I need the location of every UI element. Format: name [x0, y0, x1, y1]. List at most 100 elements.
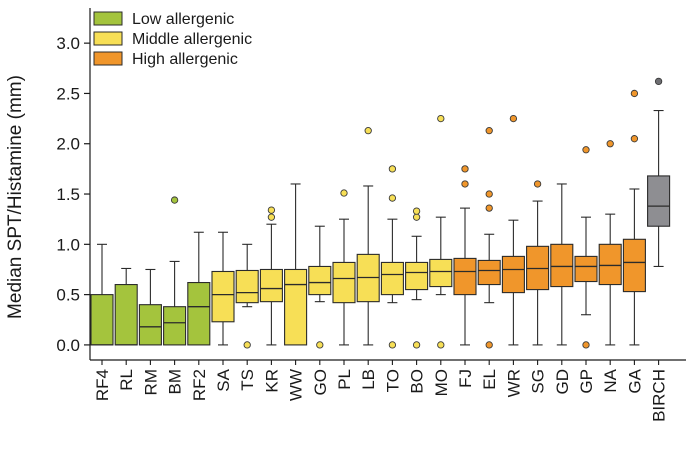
category-label: GP — [577, 369, 596, 394]
category-label: RF2 — [190, 369, 209, 401]
box-body — [574, 255, 598, 283]
box-body — [647, 175, 671, 227]
box-wr — [501, 114, 525, 346]
outlier-point — [170, 196, 179, 204]
box-body — [138, 304, 162, 346]
outlier-point — [316, 341, 324, 349]
box-el — [477, 127, 501, 349]
category-label: EL — [480, 369, 499, 390]
y-axis-title: Median SPT/Histamine (mm) — [5, 75, 26, 319]
outlier-point — [630, 89, 639, 98]
outlier-point — [388, 165, 397, 173]
category-label: NA — [601, 368, 620, 392]
box-body — [308, 265, 332, 296]
box-body — [622, 238, 646, 293]
box-body — [550, 243, 574, 288]
y-tick-label: 0.5 — [56, 286, 80, 305]
box-rl — [114, 267, 138, 346]
outlier-point — [437, 341, 445, 349]
outlier-point — [412, 213, 421, 221]
box-body — [598, 243, 622, 286]
box-gp — [574, 146, 598, 349]
box-sg — [526, 180, 550, 346]
category-label: FJ — [456, 369, 475, 388]
box-pl — [332, 189, 356, 346]
category-label: WR — [504, 369, 523, 397]
box-body — [405, 261, 429, 291]
outlier-point — [485, 190, 493, 198]
box-rf2 — [187, 231, 211, 346]
box-ts — [235, 243, 259, 349]
y-tick-label: 3.0 — [56, 34, 80, 53]
box-body — [453, 257, 477, 296]
box-to — [380, 165, 404, 349]
box-body — [187, 281, 211, 346]
category-label: MO — [432, 369, 451, 396]
outlier-point — [461, 180, 469, 188]
box-rm — [138, 268, 162, 346]
outlier-point — [267, 213, 276, 221]
legend-label-high: High allergenic — [132, 51, 238, 68]
category-label: BIRCH — [650, 369, 669, 422]
box-body — [90, 294, 114, 346]
box-na — [598, 140, 622, 346]
category-label: WW — [287, 369, 306, 401]
legend-label-low: Low allergenic — [132, 11, 234, 28]
category-label: SA — [214, 368, 233, 391]
box-body — [477, 259, 501, 286]
box-body — [235, 269, 259, 304]
legend-swatch-high — [93, 51, 123, 66]
legend: Low allergenic Middle allergenic High alle… — [93, 11, 252, 68]
outlier-point — [485, 127, 493, 135]
outlier-point — [412, 207, 421, 215]
category-label: PL — [335, 369, 354, 390]
y-tick-label: 0.0 — [56, 336, 80, 355]
box-fj — [453, 165, 477, 346]
box-birch — [647, 77, 671, 268]
y-tick-label: 2.0 — [56, 135, 80, 154]
outlier-point — [533, 180, 542, 188]
box-ww — [284, 183, 308, 346]
boxes-layer — [90, 77, 671, 349]
category-label: GA — [625, 368, 644, 393]
box-go — [308, 225, 332, 349]
box-gd — [550, 183, 574, 346]
outlier-point — [364, 127, 372, 135]
category-label: RL — [117, 369, 136, 391]
outlier-point — [654, 77, 663, 86]
outlier-point — [243, 341, 251, 349]
y-tick-label: 1.5 — [56, 185, 80, 204]
box-body — [259, 268, 283, 303]
outlier-point — [630, 135, 639, 143]
box-body — [332, 261, 356, 304]
y-tick-label: 2.5 — [56, 84, 80, 103]
category-label: GO — [311, 369, 330, 395]
box-ga — [622, 89, 646, 346]
category-labels-layer: RF4 RL RM BM RF2 SA TS KR WW GO PL LB TO BO MO FJ EL WR SG… — [93, 360, 669, 422]
box-body — [429, 258, 453, 288]
outlier-point — [582, 146, 590, 154]
box-body — [380, 261, 404, 296]
box-lb — [356, 127, 380, 346]
legend-label-mid: Middle allergenic — [132, 31, 252, 48]
legend-swatch-low — [93, 11, 123, 26]
category-label: TS — [238, 369, 257, 391]
box-body — [211, 270, 235, 323]
category-label: KR — [262, 369, 281, 393]
outlier-point — [388, 194, 397, 202]
category-label: RM — [141, 369, 160, 395]
outlier-point — [340, 189, 348, 197]
outlier-point — [388, 341, 397, 349]
box-mo — [429, 114, 453, 349]
box-bo — [405, 207, 429, 349]
category-label: TO — [383, 369, 402, 392]
outlier-point — [437, 114, 445, 123]
axes-layer: 0.0 0.5 1.0 1.5 2.0 2.5 3.0 — [56, 8, 686, 361]
box-body — [114, 284, 138, 346]
category-label: BO — [408, 369, 427, 394]
outlier-point — [412, 341, 421, 349]
category-label: BM — [166, 369, 185, 395]
category-label: RF4 — [93, 369, 112, 401]
